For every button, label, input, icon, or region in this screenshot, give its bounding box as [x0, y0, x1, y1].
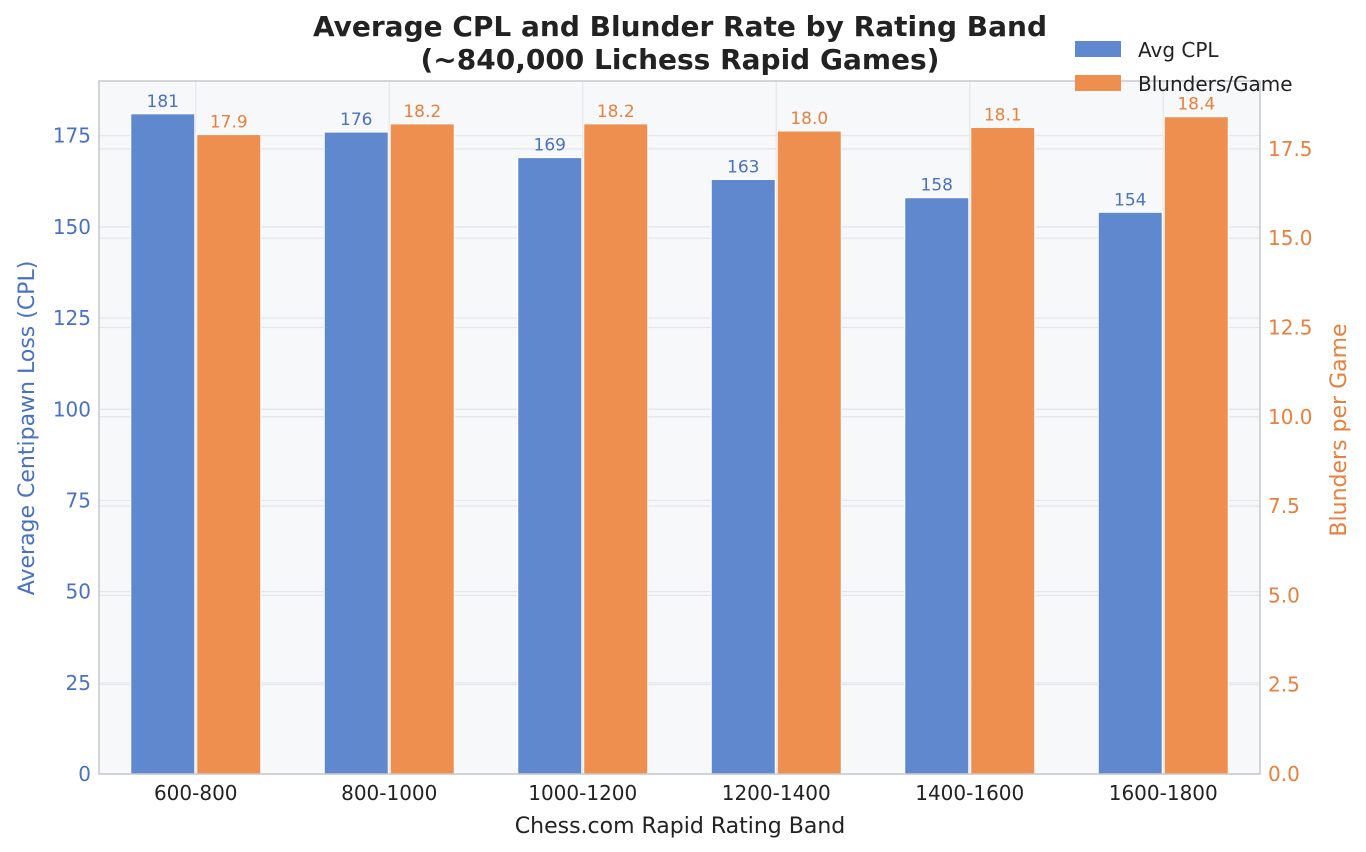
left-axis-ticks: 0 25 50 75 100 125 150 175 [53, 124, 91, 786]
bar-label-avg-cpl-600-800: 181 [147, 92, 179, 112]
bar-blunders-1600-1800 [1163, 116, 1229, 775]
y-right-tick-label: 0.0 [1268, 762, 1300, 786]
y-right-tick-label: 17.5 [1268, 137, 1313, 161]
bar-label-avg-cpl-800-1000: 176 [340, 110, 372, 130]
grid-lines [99, 81, 1260, 775]
y-left-tick-label: 125 [53, 306, 91, 330]
y-axis-right-label: Blunders per Game [1327, 323, 1352, 536]
bar-blunders-1200-1400 [776, 130, 842, 775]
y-left-tick-label: 175 [53, 124, 91, 148]
bar-avg-cpl-800-1000 [323, 131, 389, 775]
bar-blunders-800-1000 [389, 123, 455, 775]
y-left-tick-label: 0 [78, 762, 91, 786]
right-axis-ticks: 0.0 2.5 5.0 7.5 10.0 12.5 15.0 17.5 [1268, 137, 1313, 786]
x-tick-label: 1000-1200 [528, 781, 637, 805]
y-left-tick-label: 25 [66, 671, 91, 695]
y-left-tick-label: 150 [53, 215, 91, 239]
bar-avg-cpl-1400-1600 [904, 197, 970, 775]
x-tick-label: 1600-1800 [1109, 781, 1218, 805]
bar-blunders-600-800 [196, 134, 262, 775]
legend-label-blunders: Blunders/Game [1138, 72, 1293, 96]
legend: Avg CPL Blunders/Game [1075, 38, 1293, 96]
y-right-tick-label: 7.5 [1268, 494, 1300, 518]
bar-label-blunders-600-800: 17.9 [210, 113, 248, 133]
legend-label-avg-cpl: Avg CPL [1138, 38, 1219, 62]
legend-swatch-avg-cpl [1075, 41, 1121, 57]
bar-labels: 181 176 169 163 158 154 17.9 18.2 18.2 18.0 18.1 18… [147, 92, 1216, 210]
bar-avg-cpl-1600-1800 [1097, 211, 1163, 775]
chart-title: Average CPL and Blunder Rate by Rating B… [313, 10, 1047, 43]
x-axis-label: Chess.com Rapid Rating Band [515, 814, 845, 839]
x-tick-label: 1200-1400 [722, 781, 831, 805]
legend-swatch-blunders [1075, 75, 1121, 91]
bar-label-blunders-1400-1600: 18.1 [984, 105, 1022, 125]
x-tick-label: 800-1000 [341, 781, 437, 805]
bar-label-blunders-1200-1400: 18.0 [790, 109, 828, 129]
bars [130, 113, 1229, 775]
y-left-tick-label: 75 [66, 488, 91, 512]
y-right-tick-label: 15.0 [1268, 226, 1313, 250]
bar-label-blunders-1000-1200: 18.2 [597, 102, 635, 122]
bar-label-avg-cpl-1200-1400: 163 [727, 157, 759, 177]
bar-avg-cpl-1200-1400 [710, 178, 776, 775]
bar-label-blunders-1600-1800: 18.4 [1177, 95, 1215, 115]
y-axis-left-label: Average Centipawn Loss (CPL) [15, 261, 40, 596]
bar-avg-cpl-1000-1200 [517, 157, 583, 775]
plot-background [99, 81, 1260, 774]
y-right-tick-label: 10.0 [1268, 405, 1313, 429]
y-right-tick-label: 2.5 [1268, 673, 1300, 697]
bar-label-blunders-800-1000: 18.2 [403, 102, 441, 122]
plot-frame [98, 80, 1261, 775]
bar-blunders-1400-1600 [970, 126, 1036, 775]
bar-blunders-1000-1200 [583, 123, 649, 775]
bar-avg-cpl-600-800 [130, 113, 196, 775]
x-tick-label: 1400-1600 [915, 781, 1024, 805]
bar-label-avg-cpl-1000-1200: 169 [534, 136, 566, 156]
bar-label-avg-cpl-1600-1800: 154 [1114, 190, 1146, 210]
x-axis-ticks: 600-800 800-1000 1000-1200 1200-1400 1400-16… [154, 781, 1218, 805]
y-right-tick-label: 5.0 [1268, 583, 1300, 607]
y-right-tick-label: 12.5 [1268, 315, 1313, 339]
x-tick-label: 600-800 [154, 781, 238, 805]
y-left-tick-label: 50 [66, 580, 91, 604]
chart-subtitle: (~840,000 Lichess Rapid Games) [421, 43, 940, 76]
y-left-tick-label: 100 [53, 397, 91, 421]
bar-label-avg-cpl-1400-1600: 158 [921, 176, 953, 196]
